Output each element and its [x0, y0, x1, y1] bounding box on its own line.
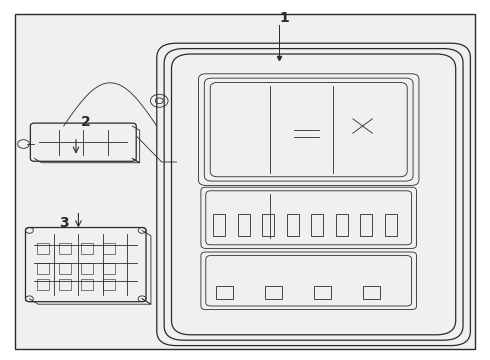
- Text: 1: 1: [279, 11, 289, 25]
- Bar: [213, 214, 225, 236]
- Bar: [59, 279, 71, 290]
- Bar: [336, 214, 348, 236]
- Bar: [216, 286, 233, 299]
- Bar: [81, 263, 93, 274]
- Text: 3: 3: [59, 216, 69, 230]
- Bar: [81, 243, 93, 254]
- Bar: [360, 214, 372, 236]
- Text: 2: 2: [81, 116, 91, 129]
- Bar: [37, 243, 49, 254]
- Bar: [103, 243, 115, 254]
- Bar: [311, 214, 323, 236]
- Bar: [265, 286, 282, 299]
- Bar: [59, 263, 71, 274]
- Bar: [238, 214, 250, 236]
- Bar: [103, 263, 115, 274]
- Bar: [37, 279, 49, 290]
- Bar: [314, 286, 331, 299]
- Bar: [81, 279, 93, 290]
- Bar: [262, 214, 274, 236]
- Bar: [287, 214, 299, 236]
- Bar: [59, 243, 71, 254]
- Bar: [37, 263, 49, 274]
- Bar: [385, 214, 397, 236]
- Bar: [103, 279, 115, 290]
- Bar: [363, 286, 380, 299]
